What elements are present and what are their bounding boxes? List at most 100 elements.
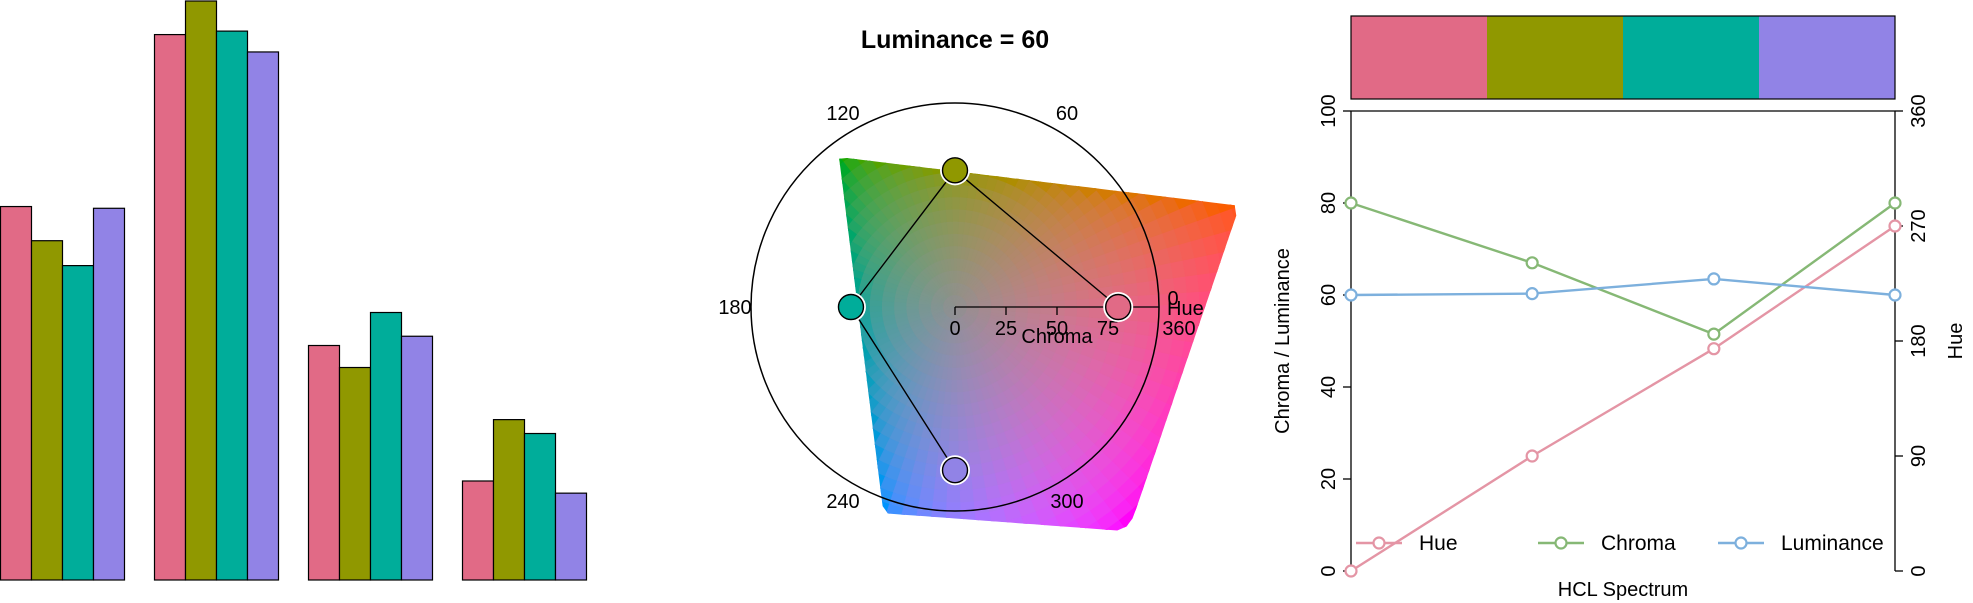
hcl-cell — [839, 377, 848, 395]
hcl-cell — [805, 241, 821, 257]
hcl-cell — [678, 401, 698, 428]
hcl-cell — [712, 254, 728, 276]
hcl-cell — [733, 510, 760, 536]
hcl-cell — [839, 280, 848, 293]
hcl-cell — [1229, 243, 1237, 271]
hcl-cell — [1233, 324, 1237, 351]
hcl-cell — [839, 272, 850, 286]
hcl-cell — [874, 539, 898, 557]
hcl-cell — [861, 521, 886, 531]
palette-point — [837, 293, 865, 321]
hcl-cell — [706, 156, 728, 182]
hcl-cell — [785, 270, 799, 286]
hcl-cell — [790, 113, 813, 135]
hcl-cell — [664, 344, 680, 370]
hcl-cell — [845, 514, 870, 531]
hcl-cell — [719, 494, 745, 521]
hcl-cell — [713, 389, 732, 413]
hcl-cell — [933, 111, 950, 124]
hcl-cell — [839, 347, 844, 364]
hcl-cell — [879, 592, 906, 603]
hcl-cell — [698, 322, 712, 344]
hcl-cell — [1171, 162, 1195, 189]
hcl-cell — [711, 271, 725, 292]
hcl-cell — [1063, 22, 1091, 43]
hcl-cell — [1150, 78, 1177, 104]
hcl-cell — [1090, 93, 1114, 115]
hcl-cell — [926, 550, 948, 564]
hcl-cell — [1094, 539, 1121, 562]
hcl-cell — [878, 69, 901, 86]
hcl-cell — [798, 123, 820, 145]
hcl-cell — [1004, 93, 1025, 110]
right-tick-label: 180 — [1908, 324, 1930, 357]
hcl-cell — [760, 484, 784, 508]
hcl-cell — [1164, 493, 1192, 522]
hcl-cell — [999, 158, 1017, 172]
palette-path — [850, 169, 1119, 471]
hcl-cell — [824, 34, 851, 55]
hcl-cell — [1142, 87, 1168, 113]
hcl-cell — [733, 78, 760, 104]
hcl-cell — [790, 247, 806, 264]
hcl-cell — [974, 100, 992, 114]
bar — [492, 419, 526, 581]
series-line — [1350, 225, 1896, 573]
hcl-cell — [814, 256, 829, 271]
hcl-cell — [715, 140, 738, 166]
hcl-cell — [915, 158, 931, 166]
hcl-cell — [756, 442, 778, 465]
bar — [523, 432, 557, 581]
hcl-cell — [1199, 396, 1221, 424]
hcl-cell — [862, 74, 885, 92]
hcl-cell — [994, 66, 1016, 82]
hcl-cell — [1104, 73, 1130, 96]
hcl-cell — [1171, 447, 1196, 475]
hcl-cell — [901, 140, 918, 156]
hcl-cell — [803, 103, 826, 125]
hcl-cell — [928, 525, 950, 531]
hcl-cell — [749, 262, 764, 281]
hcl-cell — [797, 326, 811, 341]
hcl-cell — [686, 420, 708, 447]
hcl-cell — [708, 179, 729, 204]
hcl-cell — [1066, 64, 1091, 85]
hcl-cell — [1077, 42, 1104, 64]
hcl-cell — [813, 161, 833, 181]
hcl-cell — [746, 140, 769, 164]
hcl-cell — [804, 442, 825, 463]
legend-label: Hue — [1419, 532, 1458, 555]
hcl-cell — [835, 537, 860, 557]
hcl-cell — [1161, 441, 1185, 468]
hcl-cell — [674, 324, 689, 348]
hcl-cell — [960, 111, 977, 124]
hcl-cell — [1049, 158, 1070, 174]
hcl-cell — [676, 247, 692, 272]
hcl-cell — [759, 292, 772, 308]
hcl-cell — [858, 586, 886, 603]
hcl-cell — [986, 114, 1004, 129]
hcl-cell — [976, 76, 996, 91]
hcl-cell — [796, 306, 809, 319]
hcl-cell — [1041, 79, 1064, 98]
hcl-cell — [787, 220, 805, 239]
hcl-cell — [676, 343, 692, 368]
hcl-cell — [1210, 286, 1225, 310]
hcl-cell — [742, 196, 761, 218]
hcl-cell — [873, 136, 892, 153]
hcl-cell — [1191, 414, 1214, 442]
hcl-cell — [795, 499, 819, 521]
hcl-cell — [700, 252, 716, 275]
hcl-cell — [716, 163, 738, 188]
hcl-cell — [771, 226, 788, 245]
hcl-cell — [982, 138, 998, 153]
hcl-cell — [880, 120, 899, 137]
hcl-cell — [813, 434, 833, 454]
hcl-cell — [809, 366, 826, 383]
hcl-cell — [675, 425, 697, 453]
hcl-cell — [766, 356, 783, 375]
hue-axis-end-label: 360 — [1162, 318, 1195, 340]
series-line — [1350, 277, 1896, 297]
hcl-cell — [723, 321, 737, 341]
